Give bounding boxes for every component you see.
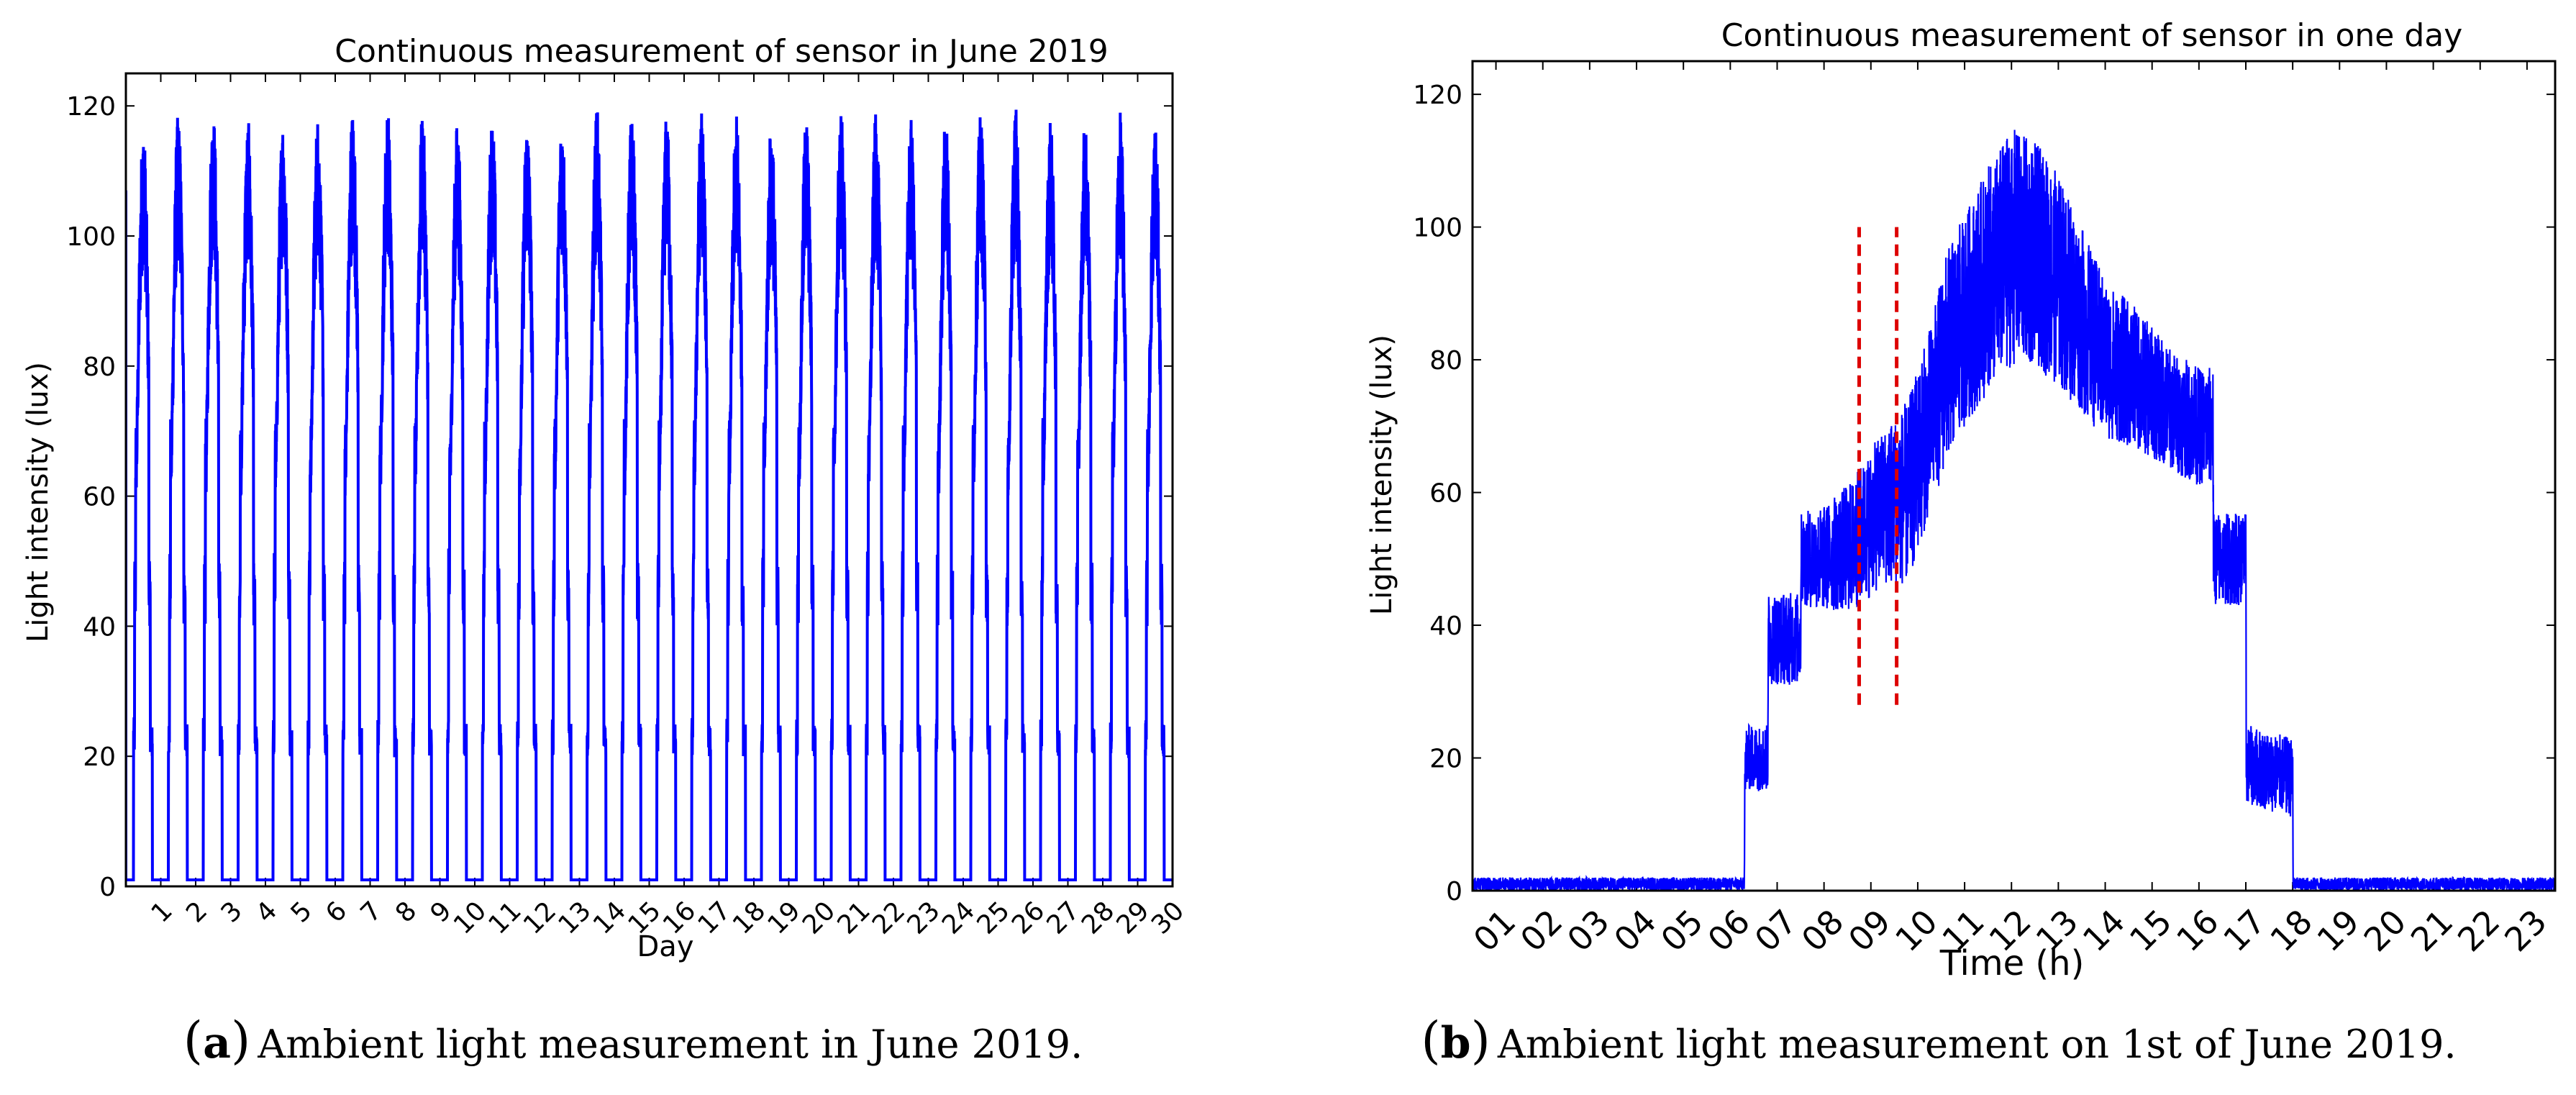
- svg-text:(a)Ambient light measurement i: (a) Ambient light measurement in June 201…: [183, 1011, 1083, 1070]
- a-ytick-label-0: 0: [99, 873, 116, 902]
- a-xtick-label-2: 2: [181, 896, 213, 928]
- panel-a-chart: Continuous measurement of sensor in June…: [22, 33, 1190, 963]
- panel-b-x-axis-label: Time (h): [1939, 943, 2085, 983]
- a-xtick-label-3: 3: [216, 896, 248, 928]
- a-xtick-label-5: 5: [286, 896, 318, 928]
- a-ytick-label-20: 20: [83, 742, 116, 772]
- b-ytick-label-0: 0: [1446, 877, 1462, 907]
- a-ytick-label-100: 100: [66, 222, 116, 252]
- a-ytick-label-60: 60: [83, 483, 116, 512]
- panel-b-plot-area: 0204060801001200102030405060708091011121…: [1413, 60, 2557, 960]
- caption-b-letter: b: [1441, 1018, 1471, 1068]
- caption-b-close-paren: ): [1471, 1011, 1490, 1070]
- b-ytick-label-40: 40: [1429, 612, 1462, 641]
- panel-a-caption: (a) Ambient light measurement in June 201…: [183, 1011, 1083, 1070]
- a-xtick-label-6: 6: [320, 896, 352, 928]
- b-xtick-label-23: 23: [2497, 902, 2554, 960]
- a-ytick-label-120: 120: [66, 92, 116, 122]
- a-xtick-label-1: 1: [146, 896, 178, 928]
- panel-a-y-axis-label: Light intensity (lux): [22, 362, 55, 642]
- b-ytick-label-60: 60: [1429, 479, 1462, 509]
- panel-a-series-line: [126, 109, 1173, 881]
- caption-b-open-paren: (: [1421, 1011, 1440, 1070]
- a-xtick-label-8: 8: [390, 896, 422, 928]
- panel-b-caption: (b) Ambient light measurement on 1st of J…: [1421, 1011, 2456, 1070]
- b-ytick-label-80: 80: [1429, 346, 1462, 376]
- b-ytick-label-20: 20: [1429, 745, 1462, 774]
- b-ytick-label-100: 100: [1413, 214, 1462, 243]
- panel-b-plot-frame: [1471, 60, 2557, 892]
- caption-a-text: Ambient light measurement in June 2019.: [257, 1022, 1083, 1067]
- a-ytick-label-80: 80: [83, 353, 116, 382]
- a-xtick-label-30: 30: [1146, 896, 1190, 940]
- panel-b-y-axis-label: Light intensity (lux): [1365, 335, 1398, 615]
- panel-b-chart: Continuous measurement of sensor in one …: [1365, 17, 2557, 983]
- panel-a-plot-frame: [124, 72, 1174, 888]
- b-ytick-label-120: 120: [1413, 81, 1462, 110]
- panel-a-title: Continuous measurement of sensor in June…: [334, 33, 1109, 70]
- caption-a-open-paren: (: [183, 1011, 203, 1070]
- panel-a-x-axis-label: Day: [637, 930, 694, 963]
- a-ytick-label-40: 40: [83, 612, 116, 642]
- a-xtick-label-7: 7: [355, 896, 388, 928]
- panel-b-title: Continuous measurement of sensor in one …: [1721, 17, 2463, 54]
- caption-b-text: Ambient light measurement on 1st of June…: [1497, 1022, 2457, 1067]
- panel-b-series-line: [1473, 130, 2555, 891]
- caption-a-close-paren: ): [231, 1011, 250, 1070]
- svg-text:(b)Ambient light measurement o: (b) Ambient light measurement on 1st of J…: [1421, 1011, 2456, 1070]
- caption-a-letter: a: [203, 1018, 231, 1068]
- a-xtick-label-4: 4: [250, 896, 283, 928]
